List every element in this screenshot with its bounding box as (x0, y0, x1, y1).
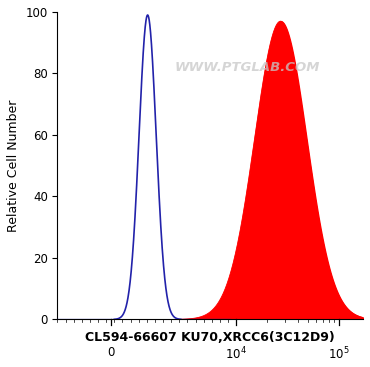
Text: 0: 0 (107, 346, 115, 359)
X-axis label: CL594-66607 KU70,XRCC6(3C12D9): CL594-66607 KU70,XRCC6(3C12D9) (85, 331, 335, 344)
Text: WWW.PTGLAB.COM: WWW.PTGLAB.COM (174, 61, 320, 74)
Y-axis label: Relative Cell Number: Relative Cell Number (7, 99, 20, 232)
Text: $10^4$: $10^4$ (225, 346, 247, 362)
Text: $10^5$: $10^5$ (328, 346, 349, 362)
